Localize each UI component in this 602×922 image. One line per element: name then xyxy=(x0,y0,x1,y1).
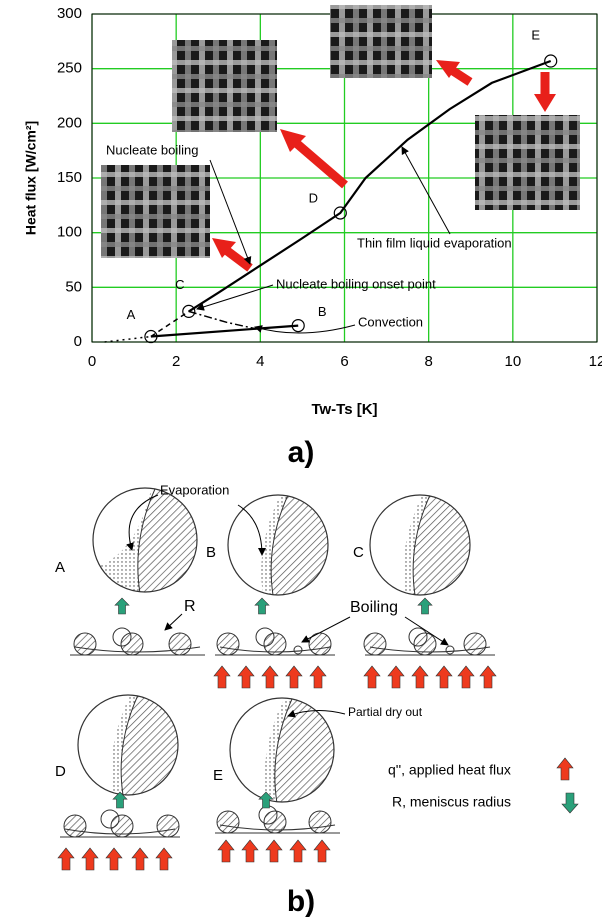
arrow xyxy=(290,840,306,862)
wire xyxy=(217,811,239,833)
mesh-photo xyxy=(475,115,580,210)
bubble-fill xyxy=(111,695,178,795)
wire xyxy=(309,811,331,833)
arrow xyxy=(82,848,98,870)
y-tick-label: 0 xyxy=(74,333,82,350)
panel-label: b) xyxy=(287,885,315,918)
point-label: E xyxy=(531,27,540,42)
arrow xyxy=(562,793,578,813)
x-tick-label: 4 xyxy=(256,353,264,370)
wire xyxy=(464,633,486,655)
mesh-photo xyxy=(172,40,277,132)
arrow xyxy=(255,598,269,614)
arrow xyxy=(58,848,74,870)
vapor-hatch xyxy=(138,488,197,592)
x-tick-label: 0 xyxy=(88,353,96,370)
mesh-photo xyxy=(101,165,210,258)
point-label: B xyxy=(318,304,327,319)
wire xyxy=(74,633,96,655)
arrow xyxy=(436,666,452,688)
stage-label: B xyxy=(206,544,216,561)
arrow xyxy=(115,598,129,614)
arrow xyxy=(480,666,496,688)
pointer xyxy=(238,505,262,555)
radius-label: R xyxy=(184,598,196,615)
wire xyxy=(364,633,386,655)
evaporation-label: Evaporation xyxy=(160,482,229,497)
panel-label: a) xyxy=(288,436,315,469)
y-tick-label: 200 xyxy=(57,114,82,131)
annotation: Nucleate boiling onset point xyxy=(276,276,436,291)
x-tick-label: 6 xyxy=(340,353,348,370)
legend-text: R, meniscus radius xyxy=(392,794,511,810)
wire xyxy=(169,633,191,655)
dry-out-label: Partial dry out xyxy=(348,705,423,719)
x-tick-label: 10 xyxy=(504,353,521,370)
mesh-photo xyxy=(330,5,432,78)
boiling-label: Boiling xyxy=(350,599,398,616)
y-tick-label: 250 xyxy=(57,60,82,77)
x-tick-label: 12 xyxy=(589,353,602,370)
wire xyxy=(64,815,86,837)
bubble-fill xyxy=(265,698,334,802)
point-label: C xyxy=(175,277,184,292)
arrow xyxy=(418,598,432,614)
stage-label: D xyxy=(55,763,66,780)
y-axis-label: Heat flux [W/cm²] xyxy=(23,121,39,235)
arrow xyxy=(310,666,326,688)
arrow xyxy=(286,666,302,688)
legend-text: q'', applied heat flux xyxy=(388,762,511,778)
pointer xyxy=(165,614,182,630)
stage-label: C xyxy=(353,544,364,561)
arrow xyxy=(557,758,573,780)
arrow xyxy=(156,848,172,870)
annotation: Convection xyxy=(358,314,423,329)
wire xyxy=(157,815,179,837)
arrow xyxy=(242,840,258,862)
arrow xyxy=(266,840,282,862)
wire xyxy=(217,633,239,655)
figure: 0 2 4 6 8 10 12 0 50 100 150 200 250 300 Tw-Ts [K] Heat… xyxy=(0,0,602,922)
x-tick-label: 8 xyxy=(424,353,432,370)
arrow xyxy=(214,666,230,688)
annotation: Nucleate boiling xyxy=(106,142,199,157)
arrow xyxy=(132,848,148,870)
arrow xyxy=(458,666,474,688)
x-axis-label: Tw-Ts [K] xyxy=(311,401,377,418)
arrow xyxy=(412,666,428,688)
y-tick-label: 300 xyxy=(57,5,82,22)
diagram xyxy=(58,488,578,870)
arrow xyxy=(106,848,122,870)
point-label: A xyxy=(127,307,136,322)
arrow xyxy=(388,666,404,688)
arrow xyxy=(314,840,330,862)
small-bubble xyxy=(446,646,454,654)
x-tick-label: 2 xyxy=(172,353,180,370)
arrow xyxy=(262,666,278,688)
bubble-fill xyxy=(261,495,328,595)
arrow xyxy=(238,666,254,688)
bubble-fill xyxy=(403,495,470,595)
point-label: D xyxy=(309,190,318,205)
arrow xyxy=(364,666,380,688)
stage-label: E xyxy=(213,767,223,784)
stage-label: A xyxy=(55,559,65,576)
annotation: Thin film liquid evaporation xyxy=(357,235,512,250)
small-bubble xyxy=(294,646,302,654)
y-tick-label: 100 xyxy=(57,224,82,241)
y-tick-label: 150 xyxy=(57,169,82,186)
arrow xyxy=(218,840,234,862)
y-tick-label: 50 xyxy=(65,278,82,295)
